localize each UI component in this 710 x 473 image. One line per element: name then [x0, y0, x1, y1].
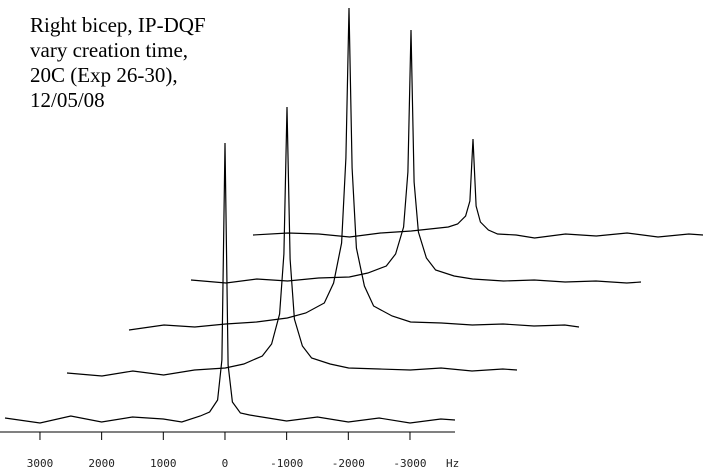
title-line: Right bicep, IP-DQF — [30, 13, 206, 37]
title-line: 20C (Exp 26-30), — [30, 63, 178, 87]
x-tick-label: -3000 — [393, 457, 426, 470]
spectrum-line — [4, 142, 456, 424]
spectrum-line — [66, 106, 518, 377]
x-tick-label: 3000 — [27, 457, 54, 470]
x-axis-label: Hz — [446, 457, 459, 470]
x-tick-label: 1000 — [150, 457, 177, 470]
x-tick-label: 0 — [222, 457, 229, 470]
x-tick-label: -1000 — [270, 457, 303, 470]
spectrum-line — [252, 138, 704, 239]
x-tick-label: -2000 — [332, 457, 365, 470]
title-line: vary creation time, — [30, 38, 188, 62]
title-line: 12/05/08 — [30, 88, 105, 112]
spectrum-line — [128, 7, 580, 331]
x-tick-label: 2000 — [88, 457, 115, 470]
spectrum-line — [190, 29, 642, 284]
